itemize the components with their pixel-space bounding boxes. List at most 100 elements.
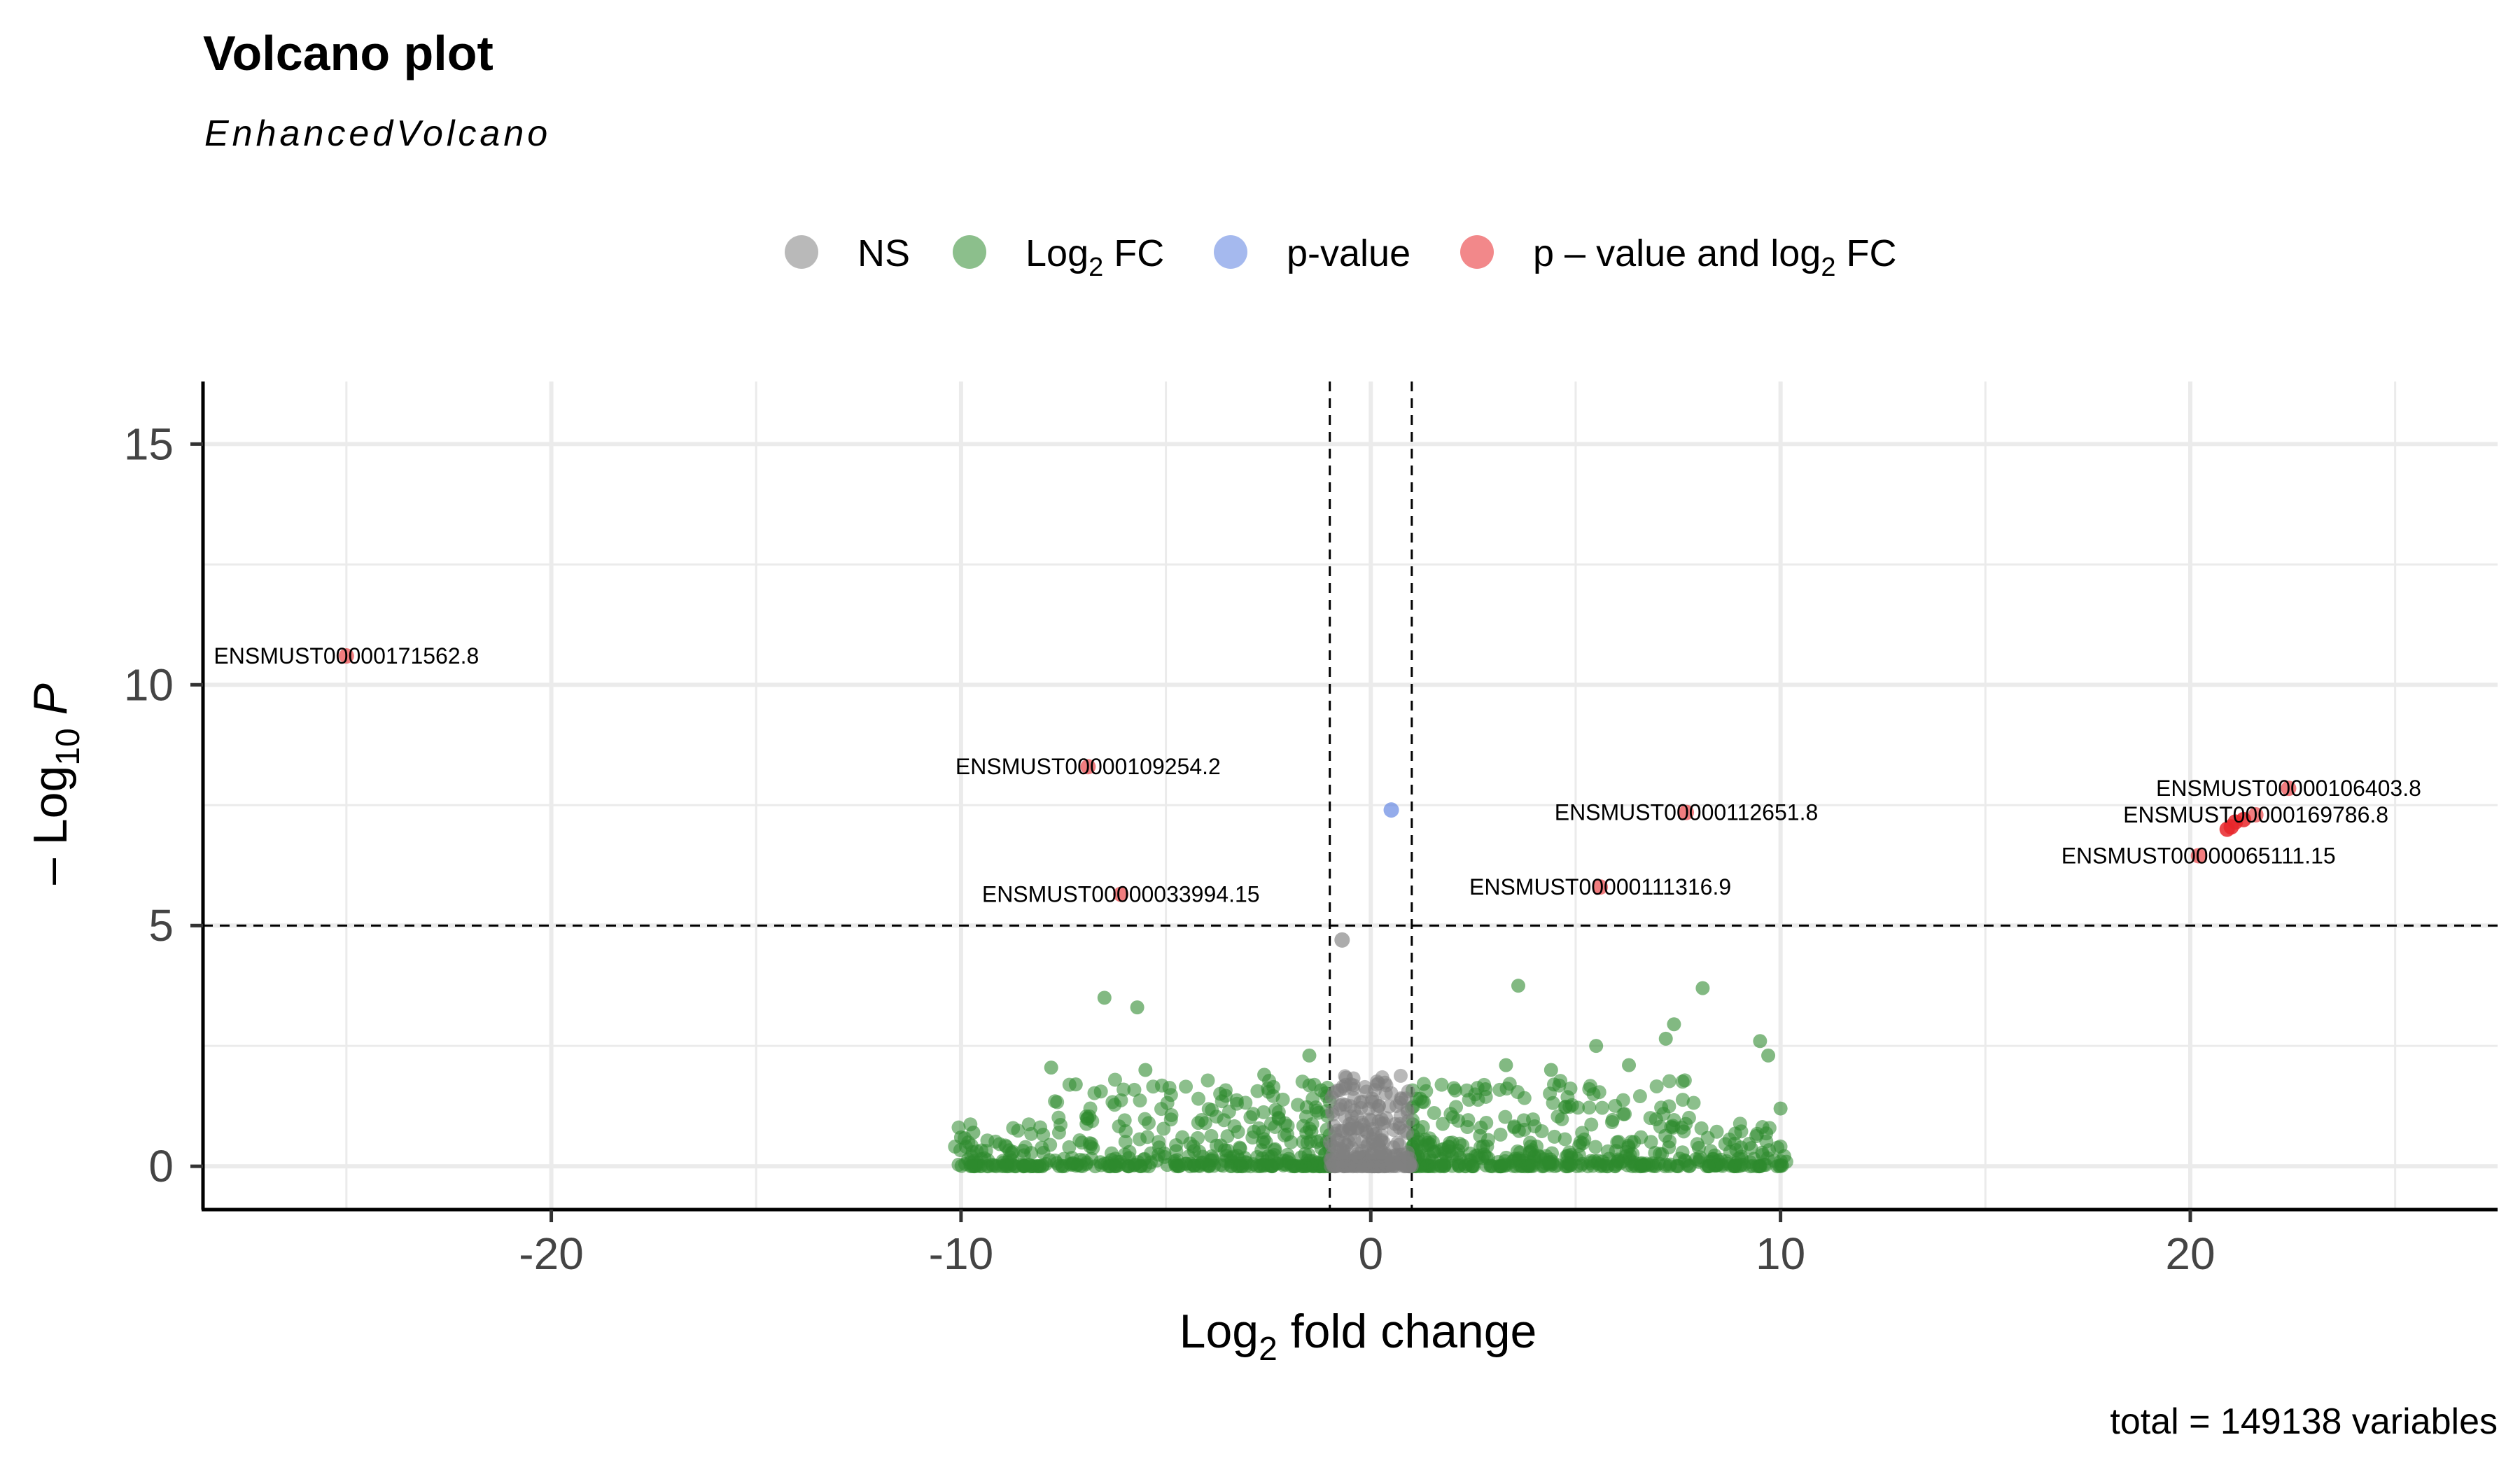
fc-point <box>1446 1081 1461 1096</box>
fc-point <box>1116 1082 1131 1097</box>
fc-point <box>1705 1152 1720 1166</box>
fc-point <box>1309 1103 1324 1118</box>
fc-point <box>1667 1017 1681 1032</box>
fc-point <box>1531 1149 1546 1163</box>
fc-point <box>1044 1060 1058 1075</box>
fc-point <box>1461 1113 1476 1128</box>
fc-point <box>1006 1121 1021 1135</box>
fc-point <box>1169 1138 1184 1152</box>
fc-point <box>1632 1089 1647 1104</box>
fc-point <box>1259 1135 1273 1149</box>
fc-point <box>1016 1143 1030 1158</box>
fc-point <box>1505 1154 1520 1169</box>
fc-point <box>1588 1140 1603 1154</box>
gene-label: ENSMUST00000033994.15 <box>982 881 1260 906</box>
fc-point <box>1427 1105 1441 1120</box>
fc-point <box>1594 1158 1609 1172</box>
significant-point <box>1113 886 1129 902</box>
x-tick-label: 20 <box>2165 1228 2215 1279</box>
fc-point <box>1681 1110 1696 1125</box>
fc-point <box>1695 981 1710 995</box>
fc-point <box>1252 1121 1266 1135</box>
fc-point <box>1121 1159 1136 1174</box>
ns-point <box>1333 1098 1348 1112</box>
fc-point <box>1301 1147 1316 1162</box>
fc-point <box>1201 1102 1216 1116</box>
ns-point <box>1336 1154 1351 1169</box>
ns-point <box>1392 1096 1407 1110</box>
fc-point <box>1675 1074 1690 1089</box>
fc-point <box>1662 1134 1677 1149</box>
fc-point <box>1621 1138 1636 1153</box>
fc-point <box>1079 1109 1093 1124</box>
legend-label-fc: Log2 FC <box>1026 232 1164 282</box>
fc-point <box>1205 1149 1219 1163</box>
fc-point <box>1419 1084 1434 1098</box>
fc-point <box>1753 1034 1768 1049</box>
fc-point <box>1035 1158 1050 1172</box>
fc-point <box>1589 1039 1604 1054</box>
fc-point <box>1694 1121 1709 1135</box>
fc-point <box>1097 990 1112 1005</box>
fc-point <box>1479 1116 1494 1130</box>
fc-point <box>1213 1086 1228 1101</box>
fc-point <box>1266 1079 1281 1094</box>
fc-point <box>1222 1105 1236 1119</box>
ns-point <box>1390 1135 1405 1150</box>
cutoff-lines <box>203 382 2498 1210</box>
ns-point <box>1372 1159 1387 1174</box>
fc-point <box>1062 1140 1077 1154</box>
fc-point <box>1024 1126 1039 1141</box>
fc-point <box>1304 1124 1319 1139</box>
fc-point <box>1734 1124 1749 1139</box>
fc-point <box>1478 1149 1493 1164</box>
ns-point <box>1366 1127 1381 1142</box>
fc-point <box>1138 1063 1153 1077</box>
fc-point <box>1465 1159 1480 1174</box>
gene-label: ENSMUST00000169786.8 <box>2123 802 2388 827</box>
ns-point <box>1392 1156 1407 1171</box>
ns-point <box>1371 1098 1386 1113</box>
ns-point <box>1327 1085 1342 1100</box>
y-axis-title: – Log10 P <box>24 683 87 885</box>
fc-point <box>1418 1152 1432 1167</box>
fc-point <box>1107 1157 1122 1172</box>
fc-point <box>1043 1138 1058 1152</box>
fc-point <box>1550 1109 1565 1124</box>
fc-point <box>1608 1159 1623 1174</box>
fc-point <box>1676 1124 1691 1139</box>
fc-point <box>1310 1135 1324 1149</box>
fc-point <box>1563 1158 1578 1172</box>
fc-point <box>1441 1140 1456 1154</box>
fc-point <box>1761 1048 1776 1063</box>
fc-point <box>1665 1119 1680 1133</box>
fc-point <box>1314 1083 1329 1098</box>
legend-key-both <box>1460 235 1494 269</box>
fc-point <box>1194 1113 1209 1128</box>
legend-key-fc <box>953 235 986 269</box>
fc-point <box>1157 1149 1172 1164</box>
gene-label: ENSMUST00000171562.8 <box>214 643 479 668</box>
fc-point <box>1048 1094 1063 1109</box>
fc-point <box>1658 1159 1672 1174</box>
significant-point <box>2190 848 2206 864</box>
ns-point <box>1334 1142 1348 1156</box>
gene-label: ENSMUST00000106403.8 <box>2156 776 2421 801</box>
fc-point <box>1686 1096 1701 1110</box>
fc-point <box>1107 1098 1122 1112</box>
fc-point <box>1462 1093 1476 1107</box>
gene-labels: ENSMUST00000171562.8 ENSMUST00000109254.2… <box>214 643 2421 906</box>
x-tick-label: -10 <box>929 1228 994 1279</box>
fc-point <box>1493 1127 1508 1142</box>
fc-point <box>988 1134 1003 1149</box>
fc-point <box>1517 1091 1532 1105</box>
ns-point <box>1382 1099 1396 1114</box>
fc-point <box>1280 1127 1294 1142</box>
y-tick-label: 0 <box>148 1141 174 1191</box>
fc-point <box>1204 1128 1219 1143</box>
fc-point <box>1217 1143 1232 1158</box>
fc-point <box>1232 1153 1247 1168</box>
gene-label: ENSMUST00000111316.9 <box>1469 874 1731 899</box>
fc-point <box>1068 1077 1083 1092</box>
